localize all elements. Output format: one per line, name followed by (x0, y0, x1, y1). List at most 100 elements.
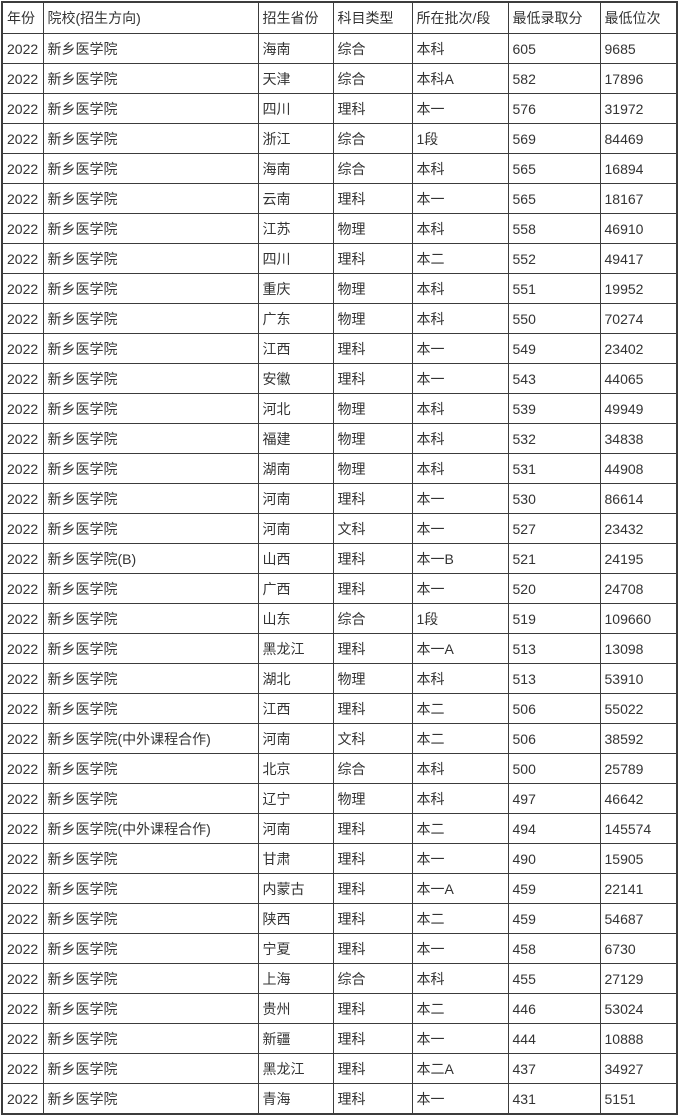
table-cell: 本科 (411, 33, 509, 64)
table-cell: 本科 (411, 663, 509, 694)
table-cell: 新乡医学院 (42, 213, 259, 244)
table-cell: 新乡医学院 (42, 903, 259, 934)
table-cell: 本二 (411, 813, 509, 844)
table-cell: 44908 (599, 453, 678, 484)
table-cell: 综合 (332, 753, 413, 784)
table-cell: 46642 (599, 783, 678, 814)
table-cell: 17896 (599, 63, 678, 94)
table-cell: 理科 (332, 993, 413, 1024)
table-cell: 84469 (599, 123, 678, 154)
table-cell: 539 (507, 393, 601, 424)
table-cell: 本二 (411, 993, 509, 1024)
table-cell: 19952 (599, 273, 678, 304)
table-cell: 理科 (332, 933, 413, 964)
table-cell: 565 (507, 153, 601, 184)
table-row: 2022 新乡医学院 陕西 理科 本二 459 54687 (1, 903, 678, 934)
table-cell: 贵州 (257, 993, 334, 1024)
table-row: 2022 新乡医学院 江西 理科 本一 549 23402 (1, 333, 678, 364)
table-cell: 145574 (599, 813, 678, 844)
table-cell: 53024 (599, 993, 678, 1024)
table-cell: 文科 (332, 513, 413, 544)
table-cell: 本科 (411, 753, 509, 784)
table-cell: 532 (507, 423, 601, 454)
table-cell: 本科 (411, 783, 509, 814)
table-cell: 605 (507, 33, 601, 64)
table-cell: 新乡医学院 (42, 33, 259, 64)
table-row: 2022 新乡医学院 海南 综合 本科 565 16894 (1, 153, 678, 184)
table-cell: 2022 (1, 963, 44, 994)
table-cell: 521 (507, 543, 601, 574)
table-cell: 2022 (1, 543, 44, 574)
table-cell: 新乡医学院 (42, 1083, 259, 1115)
table-cell: 2022 (1, 813, 44, 844)
table-cell: 2022 (1, 393, 44, 424)
table-cell: 13098 (599, 633, 678, 664)
column-header: 最低录取分 (507, 1, 601, 34)
table-cell: 2022 (1, 513, 44, 544)
table-cell: 2022 (1, 183, 44, 214)
table-cell: 山东 (257, 603, 334, 634)
table-cell: 综合 (332, 963, 413, 994)
table-cell: 理科 (332, 183, 413, 214)
table-row: 2022 新乡医学院 江西 理科 本二 506 55022 (1, 693, 678, 724)
table-cell: 527 (507, 513, 601, 544)
table-cell: 理科 (332, 903, 413, 934)
table-cell: 530 (507, 483, 601, 514)
table-cell: 本科 (411, 273, 509, 304)
table-cell: 四川 (257, 93, 334, 124)
table-cell: 新乡医学院 (42, 783, 259, 814)
table-cell: 新乡医学院 (42, 603, 259, 634)
table-cell: 宁夏 (257, 933, 334, 964)
table-cell: 459 (507, 903, 601, 934)
table-cell: 新乡医学院 (42, 993, 259, 1024)
table-cell: 新乡医学院 (42, 303, 259, 334)
table-cell: 2022 (1, 273, 44, 304)
table-cell: 565 (507, 183, 601, 214)
table-cell: 1段 (411, 123, 509, 154)
table-cell: 2022 (1, 933, 44, 964)
table-row: 2022 新乡医学院 青海 理科 本一 431 5151 (1, 1083, 678, 1115)
table-cell: 理科 (332, 693, 413, 724)
column-header: 科目类型 (332, 1, 413, 34)
table-cell: 38592 (599, 723, 678, 754)
table-cell: 广东 (257, 303, 334, 334)
table-cell: 2022 (1, 123, 44, 154)
table-header-row: 年份 院校(招生方向) 招生省份 科目类型 所在批次/段 最低录取分 最低位次 (1, 1, 678, 34)
table-cell: 本一A (411, 873, 509, 904)
table-cell: 513 (507, 633, 601, 664)
table-cell: 2022 (1, 693, 44, 724)
table-row: 2022 新乡医学院 云南 理科 本一 565 18167 (1, 183, 678, 214)
table-cell: 江西 (257, 333, 334, 364)
table-cell: 新疆 (257, 1023, 334, 1054)
table-cell: 新乡医学院 (42, 1023, 259, 1054)
table-cell: 新乡医学院 (42, 1053, 259, 1084)
table-cell: 本一 (411, 1023, 509, 1054)
table-cell: 552 (507, 243, 601, 274)
table-cell: 新乡医学院 (42, 963, 259, 994)
table-cell: 新乡医学院 (42, 333, 259, 364)
table-cell: 2022 (1, 783, 44, 814)
table-cell: 安徽 (257, 363, 334, 394)
table-cell: 天津 (257, 63, 334, 94)
table-cell: 新乡医学院 (42, 753, 259, 784)
table-cell: 2022 (1, 633, 44, 664)
table-cell: 44065 (599, 363, 678, 394)
table-cell: 本科A (411, 63, 509, 94)
table-cell: 558 (507, 213, 601, 244)
table-cell: 10888 (599, 1023, 678, 1054)
table-cell: 海南 (257, 33, 334, 64)
table-cell: 27129 (599, 963, 678, 994)
table-body: 2022 新乡医学院 海南 综合 本科 605 9685 2022 新乡医学院 天津 综合 本科A 58… (1, 33, 678, 1115)
table-cell: 本科 (411, 393, 509, 424)
table-cell: 黑龙江 (257, 1053, 334, 1084)
table-cell: 1段 (411, 603, 509, 634)
table-cell: 549 (507, 333, 601, 364)
table-cell: 本一 (411, 573, 509, 604)
table-cell: 综合 (332, 603, 413, 634)
table-cell: 31972 (599, 93, 678, 124)
table-cell: 569 (507, 123, 601, 154)
table-cell: 新乡医学院 (42, 453, 259, 484)
table-cell: 陕西 (257, 903, 334, 934)
table-cell: 2022 (1, 33, 44, 64)
table-cell: 506 (507, 723, 601, 754)
